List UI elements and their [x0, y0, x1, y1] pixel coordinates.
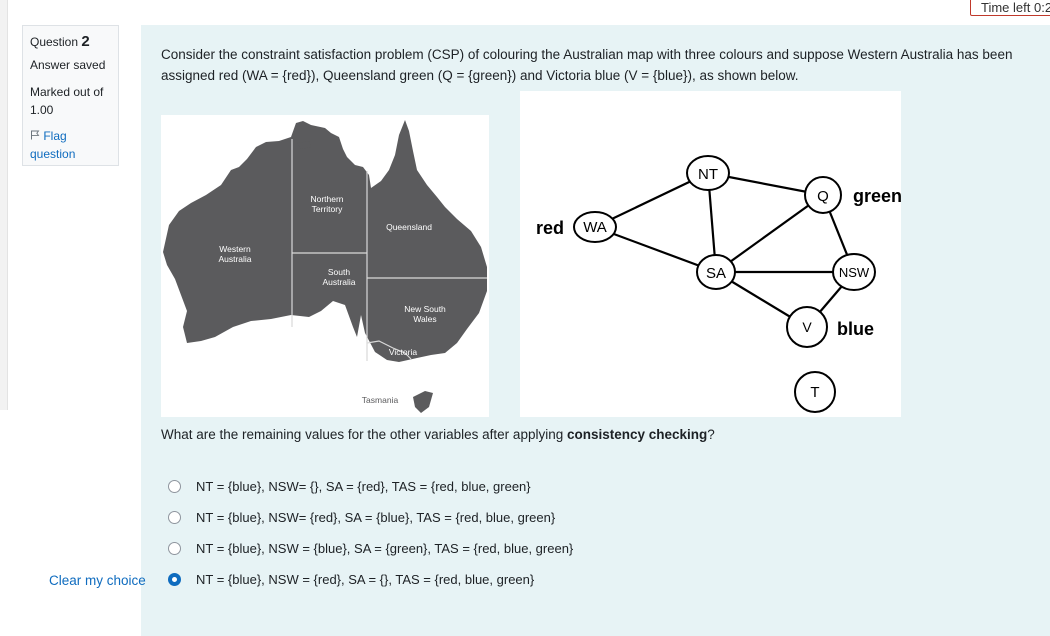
map-label-northern-territory: Northern [310, 194, 343, 204]
map-land [163, 120, 487, 413]
answer-option-2[interactable]: NT = {blue}, NSW= {red}, SA = {blue}, TA… [168, 502, 573, 533]
australia-map-image: Northern Territory Western Australia Que… [161, 115, 489, 417]
answer-options: NT = {blue}, NSW= {}, SA = {red}, TAS = … [168, 471, 573, 595]
node-wa: WA [583, 219, 607, 236]
map-label-tasmania: Tasmania [362, 395, 399, 405]
question-prompt: What are the remaining values for the ot… [161, 427, 715, 442]
answer-radio-1[interactable] [168, 480, 181, 493]
node-v: V [802, 319, 812, 335]
australia-map: Northern Territory Western Australia Que… [163, 120, 487, 413]
map-state-borders [291, 139, 487, 361]
constraint-graph-image: WA NT SA Q NSW V T red green blue [520, 91, 902, 417]
assigned-q-green: green [853, 186, 901, 206]
question-grade: Marked out of 1.00 [30, 85, 104, 117]
map-label-queensland: Queensland [386, 222, 432, 232]
question-state: Answer saved [30, 58, 106, 72]
answer-option-1[interactable]: NT = {blue}, NSW= {}, SA = {red}, TAS = … [168, 471, 573, 502]
svg-text:Wales: Wales [413, 314, 436, 324]
answer-radio-4[interactable] [168, 573, 181, 586]
question-number: Question 2 [30, 33, 90, 50]
clear-my-choice-link[interactable]: Clear my choice [49, 573, 146, 588]
question-content: Consider the constraint satisfaction pro… [141, 25, 1050, 636]
question-info-panel: Question 2 Answer saved Marked out of 1.… [22, 25, 119, 166]
graph-nodes [573, 155, 876, 413]
svg-text:Australia: Australia [322, 277, 355, 287]
answer-radio-2[interactable] [168, 511, 181, 524]
node-q: Q [817, 188, 829, 205]
node-nt: NT [698, 166, 718, 183]
time-left-indicator: Time left 0:2 [970, 0, 1050, 16]
map-label-new-south-wales: New South [404, 304, 446, 314]
question-text: Consider the constraint satisfaction pro… [161, 47, 1013, 83]
answer-option-3[interactable]: NT = {blue}, NSW = {blue}, SA = {green},… [168, 533, 573, 564]
flag-icon [31, 130, 40, 140]
assigned-v-blue: blue [837, 319, 874, 339]
map-label-western-australia: Western [219, 244, 251, 254]
map-label-victoria: Victoria [389, 347, 417, 357]
node-nsw: NSW [839, 265, 870, 280]
node-sa: SA [706, 265, 726, 282]
answer-radio-3[interactable] [168, 542, 181, 555]
assigned-wa-red: red [536, 218, 564, 238]
constraint-graph: WA NT SA Q NSW V T red green blue [536, 155, 902, 413]
svg-text:Territory: Territory [312, 204, 343, 214]
flag-question-link[interactable]: Flag question [30, 129, 76, 161]
node-t: T [810, 384, 819, 401]
left-drawer-edge [0, 0, 8, 410]
answer-option-4[interactable]: NT = {blue}, NSW = {red}, SA = {}, TAS =… [168, 564, 573, 595]
svg-text:Australia: Australia [218, 254, 251, 264]
map-label-south-australia: South [328, 267, 350, 277]
